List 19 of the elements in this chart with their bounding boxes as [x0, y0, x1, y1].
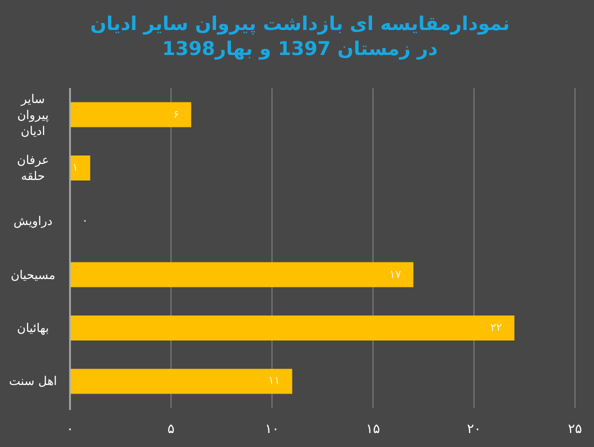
data-label: ۱: [72, 161, 78, 175]
data-label: ۲۲: [490, 321, 502, 335]
data-label: ۱۱: [268, 374, 280, 388]
data-label: ۰: [82, 214, 88, 228]
x-tick-label: ۱۰: [264, 422, 280, 437]
y-tick-label: بهائیان: [16, 320, 50, 336]
y-tick-label: دراویش: [12, 213, 54, 230]
chart-title: نمودارمقایسه ای بازداشت پیروان سایر ادیان در زمستان 1397 و بهار1398: [89, 12, 511, 62]
y-tick-label: اهل سنت: [8, 373, 58, 390]
y-tick-label: سایر پیروان ادیان: [16, 90, 50, 139]
x-tick-label: ۰: [66, 422, 74, 437]
x-tick-label: ۱۵: [365, 422, 381, 437]
data-label: ۶: [173, 108, 180, 122]
x-tick-label: ۵: [166, 422, 176, 437]
x-tick-label: ۲۵: [567, 422, 583, 437]
x-tick-label: ۲۰: [466, 422, 482, 437]
y-tick-label: مسیحیان: [10, 266, 56, 283]
y-tick-label: عرفان حلقه: [16, 152, 50, 184]
data-label: ۱۷: [389, 268, 402, 282]
